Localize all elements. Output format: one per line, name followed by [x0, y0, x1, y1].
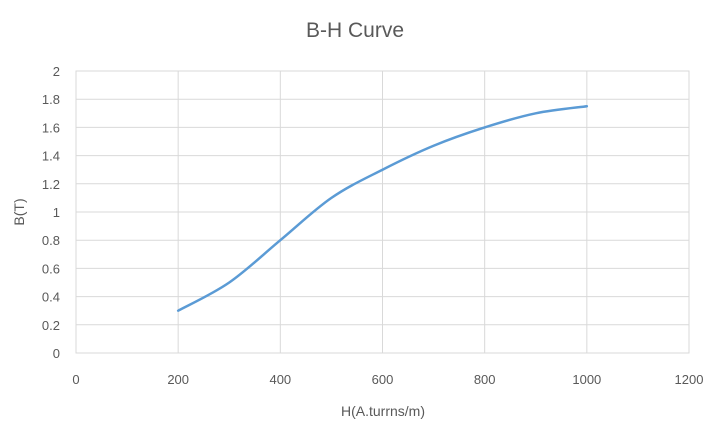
y-tick-label: 1.2: [42, 177, 60, 192]
x-tick-label: 1200: [675, 372, 704, 387]
x-tick-label: 200: [167, 372, 189, 387]
y-axis-title: B(T): [11, 198, 27, 225]
y-tick-label: 1.6: [42, 120, 60, 135]
gridlines: [75, 70, 690, 354]
x-axis-title: H(A.turrns/m): [341, 403, 425, 419]
y-axis-tick-labels: 0 0.2 0.4 0.6 0.8 1 1.2 1.4 1.6 1.8 2: [42, 64, 60, 361]
bh-curve-line: [176, 105, 589, 312]
x-tick-label: 1000: [572, 372, 601, 387]
y-tick-label: 0.2: [42, 318, 60, 333]
y-tick-label: 0.8: [42, 233, 60, 248]
plot-area-border: [75, 70, 690, 354]
x-tick-label: 600: [372, 372, 394, 387]
y-tick-label: 0.4: [42, 290, 60, 305]
x-tick-label: 0: [72, 372, 79, 387]
y-tick-label: 0: [53, 346, 60, 361]
x-tick-label: 400: [269, 372, 291, 387]
y-tick-label: 2: [53, 64, 60, 79]
x-axis-tick-labels: 0 200 400 600 800 1000 1200: [72, 372, 703, 387]
series-layer: [176, 105, 589, 312]
y-tick-label: 1.8: [42, 92, 60, 107]
chart-title: B-H Curve: [306, 19, 404, 42]
y-tick-label: 1: [53, 205, 60, 220]
y-tick-label: 1.4: [42, 149, 60, 164]
y-tick-label: 0.6: [42, 261, 60, 276]
x-tick-label: 800: [474, 372, 496, 387]
